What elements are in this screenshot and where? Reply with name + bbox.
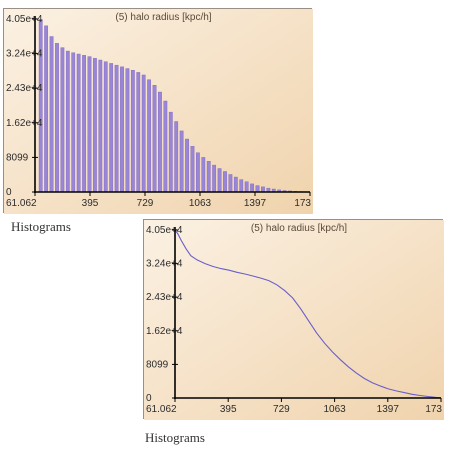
histogram-bar [168,111,173,193]
histogram-bar [233,176,238,193]
x-tick-label: 729 [137,198,154,209]
histogram-bar [87,56,92,193]
histogram-bar [103,61,108,193]
histogram-bar [206,161,211,193]
histogram-bar [93,58,97,193]
histogram-bar [71,52,76,193]
y-tick-label: 1.62e+4 [6,118,43,129]
histogram-bar [125,68,130,193]
histogram-bar [65,50,70,193]
x-tick-label: 173 [425,404,442,415]
y-tick-label: 4.05e+4 [6,14,43,25]
bar-chart-canvas: (5) halo radius [kpc/h] 0 8099 1.62e+4 2.43e… [4,9,313,214]
histogram-bar [185,138,189,193]
x-tick-label: 1397 [244,198,267,209]
histogram-bar [147,79,151,193]
line-chart-canvas: (5) halo radius [kpc/h] 0 8099 1.62e+4 2.43e… [144,220,444,420]
y-tick-label: 3.24e+4 [146,259,183,270]
chart-title: (5) halo radius [kpc/h] [115,12,211,23]
histogram-bar [130,70,135,193]
histogram-bar [158,91,162,193]
y-tick-label: 2.43e+4 [6,83,43,94]
histogram-bar [223,171,227,193]
histogram-bar [82,55,86,193]
x-tick-label: 395 [82,198,99,209]
histogram-bar [136,72,141,193]
histogram-bar [55,43,59,193]
plot-background [144,220,444,420]
x-tick-label: 1063 [323,404,346,415]
histogram-bar [44,25,49,193]
histogram-bar [109,63,114,193]
histogram-bar [250,183,254,193]
histogram-bar-chart: (5) halo radius [kpc/h] 0 8099 1.62e+4 2.43e… [3,8,313,214]
histogram-bar [255,185,260,193]
histogram-bar [163,100,168,193]
histogram-bar [190,146,195,193]
histogram-bar [217,168,222,193]
y-tick-label: 2.43e+4 [146,292,183,303]
histogram-caption: Histograms [11,219,71,234]
histogram-bar [212,164,217,193]
histogram-bar [152,85,157,193]
histogram-bar [141,74,146,193]
y-tick-label: 8099 [146,359,169,370]
histogram-bar [120,66,124,193]
histogram-bar [49,36,54,193]
y-tick-label: 1.62e+4 [146,326,183,337]
histogram-bar [174,121,179,193]
chart-title: (5) halo radius [kpc/h] [251,223,347,234]
y-tick-label: 8099 [6,152,29,163]
cumulative-line [174,229,442,399]
y-tick-label: 4.05e+4 [146,225,183,236]
histogram-bar [201,157,206,193]
histogram-bar [114,64,119,193]
x-tick-label: 173 [294,198,311,209]
histogram-bar [244,181,249,193]
histogram-bar [179,130,184,193]
x-tick-label: 1397 [377,404,400,415]
x-tick-label: 729 [273,404,290,415]
histogram-bar [239,179,244,193]
x-tick-label: 395 [220,404,237,415]
y-tick-label: 0 [146,393,152,404]
x-tick-label: 1063 [189,198,212,209]
histogram-bar [196,152,200,193]
histogram-bar [60,47,65,193]
x-tick-label: 61.062 [6,198,37,209]
y-tick-label: 3.24e+4 [6,49,43,60]
x-tick-label: 61.062 [146,404,177,415]
histogram-caption: Histograms [145,430,205,445]
y-tick-label: 0 [6,187,12,198]
histogram-bar [228,174,233,193]
histogram-line-chart: (5) halo radius [kpc/h] 0 8099 1.62e+4 2.43e… [143,219,444,420]
histogram-bar [98,59,103,193]
histogram-bar [38,19,43,193]
histogram-bar [76,53,81,193]
